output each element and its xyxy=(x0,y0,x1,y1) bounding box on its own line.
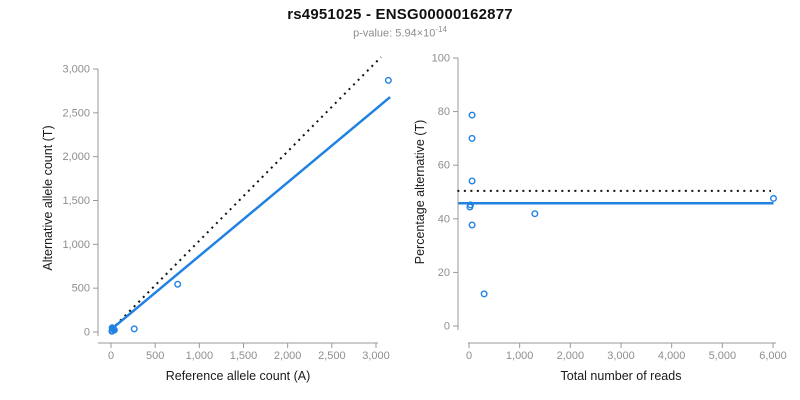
y-tick-label: 0 xyxy=(444,321,450,333)
x-tick-label: 4,000 xyxy=(658,350,686,362)
y-tick-label: 100 xyxy=(432,53,450,65)
y-tick-label: 3,000 xyxy=(62,63,90,75)
y-tick-label: 60 xyxy=(438,160,450,172)
pvalue-text: p-value: 5.94×10 xyxy=(353,27,436,40)
x-tick-label: 2,000 xyxy=(274,350,302,362)
y-tick-label: 1,000 xyxy=(62,239,90,251)
x-tick-label: 500 xyxy=(146,350,164,362)
left-y-axis-label: Alternative allele count (T) xyxy=(41,125,55,271)
x-tick-label: 3,000 xyxy=(607,350,635,362)
chart-subtitle: p-value: 5.94×10-14 xyxy=(0,25,800,40)
data-point xyxy=(130,325,138,333)
chart-title: rs4951025 - ENSG00000162877 xyxy=(287,6,513,23)
y-tick-label: 1,500 xyxy=(62,195,90,207)
data-point xyxy=(770,194,778,202)
data-point xyxy=(109,325,117,333)
data-point xyxy=(468,111,476,119)
x-tick-label: 2,000 xyxy=(557,350,585,362)
pvalue-exponent: -14 xyxy=(435,25,447,34)
y-tick-label: 2,500 xyxy=(62,107,90,119)
x-tick-label: 2,500 xyxy=(318,350,346,362)
data-point xyxy=(480,290,488,298)
x-tick-label: 1,000 xyxy=(506,350,534,362)
x-tick-label: 0 xyxy=(466,350,472,362)
right-y-axis-label: Percentage alternative (T) xyxy=(413,119,427,265)
x-tick-label: 1,000 xyxy=(186,350,214,362)
y-tick-label: 80 xyxy=(438,106,450,118)
y-tick-label: 500 xyxy=(72,283,90,295)
identity-line xyxy=(110,56,382,331)
x-tick-label: 0 xyxy=(108,350,114,362)
data-point xyxy=(467,201,475,209)
left-x-axis-label: Reference allele count (A) xyxy=(165,369,311,383)
data-point xyxy=(110,326,118,334)
y-tick-label: 40 xyxy=(438,213,450,225)
data-point xyxy=(384,76,392,84)
right-x-axis-label: Total number of reads xyxy=(560,369,682,383)
x-tick-label: 1,500 xyxy=(230,350,258,362)
data-point xyxy=(468,221,476,229)
data-point xyxy=(468,177,476,185)
data-point xyxy=(174,280,182,288)
x-tick-label: 5,000 xyxy=(709,350,737,362)
data-point xyxy=(468,134,476,142)
y-tick-label: 2,000 xyxy=(62,151,90,163)
data-point xyxy=(531,210,539,218)
x-tick-label: 3,000 xyxy=(362,350,390,362)
x-tick-label: 6,000 xyxy=(759,350,787,362)
y-tick-label: 0 xyxy=(84,327,90,339)
fit-line xyxy=(110,96,391,331)
y-tick-label: 20 xyxy=(438,267,450,279)
